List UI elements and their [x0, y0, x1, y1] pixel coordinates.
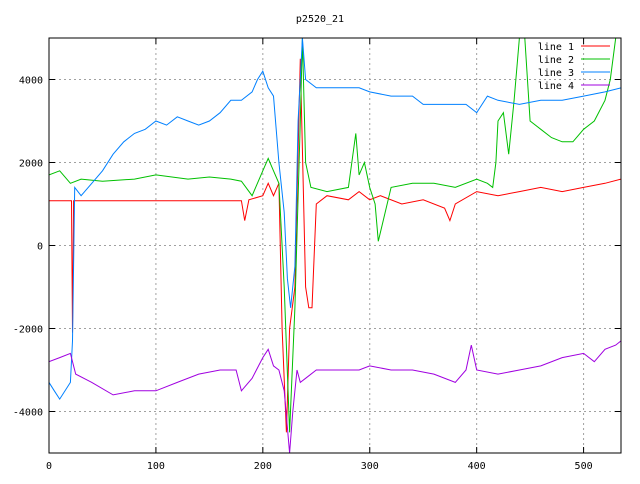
y-tick-label: -4000	[13, 408, 43, 419]
y-tick-label: -2000	[13, 325, 43, 336]
y-tick-label: 4000	[19, 76, 43, 87]
plot-border	[48, 37, 622, 454]
chart-title: p2520_21	[296, 14, 344, 25]
series-lines	[49, 38, 621, 453]
legend-label: line 3	[538, 68, 574, 79]
x-tick-label: 500	[575, 461, 593, 472]
x-tick-label: 200	[254, 461, 272, 472]
x-tick-label: 300	[361, 461, 379, 472]
legend-label: line 4	[538, 81, 574, 92]
series-line-1	[49, 58, 621, 433]
legend-label: line 1	[538, 42, 574, 53]
axis-ticks: 0 100 200 300 400 500 -4000 -2000 0 2000 4000	[13, 38, 621, 472]
y-tick-label: 2000	[19, 159, 43, 170]
series-line-2	[49, 38, 617, 433]
x-tick-label: 400	[468, 461, 486, 472]
series-line-4	[49, 340, 621, 453]
legend-label: line 2	[538, 55, 574, 66]
series-line-3	[49, 38, 621, 401]
legend: line 1 line 2 line 3 line 4	[538, 42, 610, 92]
x-tick-label: 0	[46, 461, 52, 472]
grid	[48, 38, 621, 453]
y-tick-label: 0	[37, 242, 43, 253]
x-tick-label: 100	[147, 461, 165, 472]
